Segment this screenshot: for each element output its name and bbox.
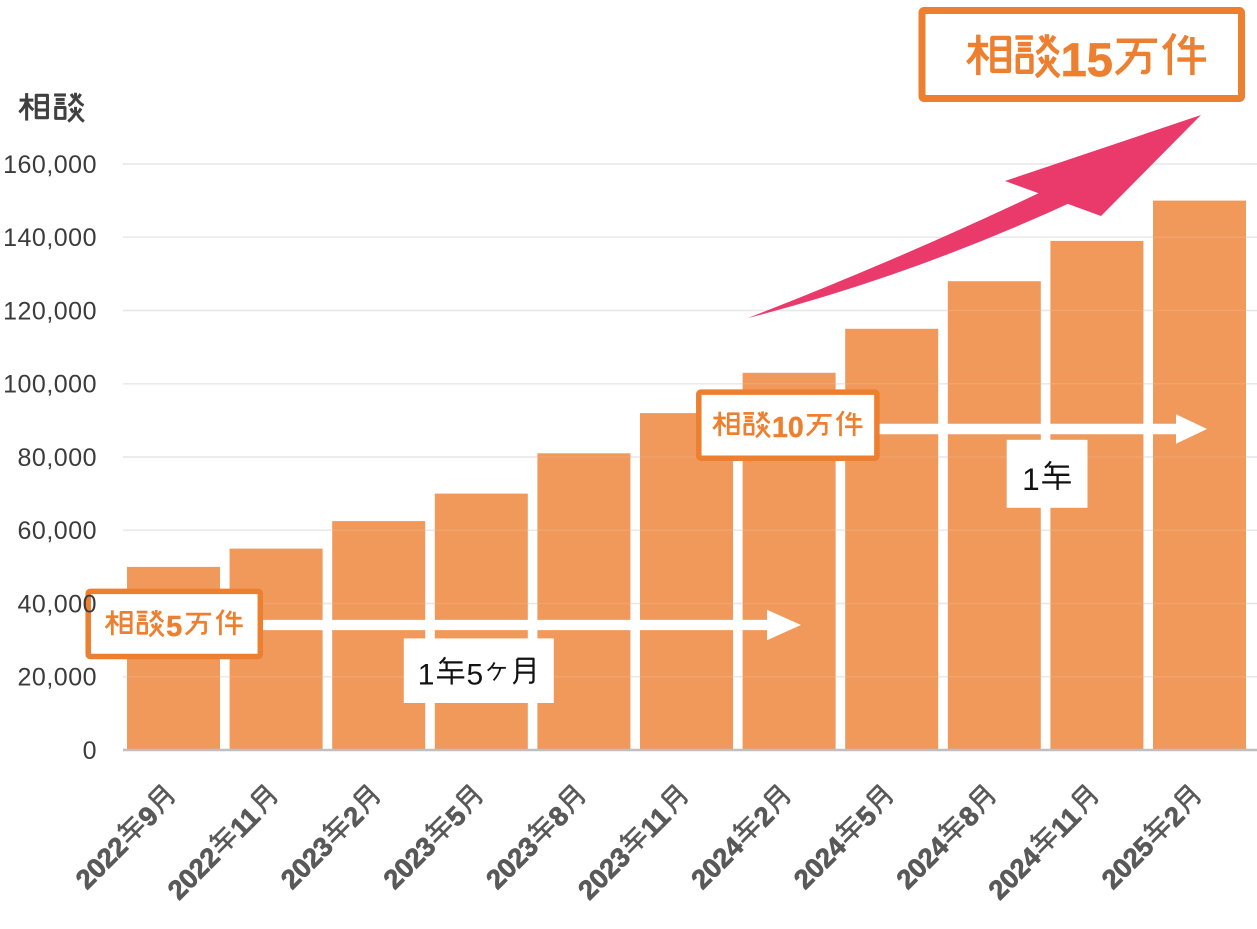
svg-text:0: 0 — [83, 737, 97, 765]
svg-text:80,000: 80,000 — [18, 444, 97, 472]
svg-text:5: 5 — [166, 611, 182, 643]
svg-text:40,000: 40,000 — [18, 590, 97, 618]
svg-text:15: 15 — [1061, 33, 1113, 86]
svg-text:60,000: 60,000 — [18, 517, 97, 545]
svg-text:10: 10 — [772, 412, 804, 444]
svg-text:100,000: 100,000 — [3, 371, 97, 399]
svg-text:20,000: 20,000 — [18, 664, 97, 692]
svg-text:120,000: 120,000 — [3, 297, 97, 325]
svg-text:1: 1 — [1022, 461, 1040, 497]
svg-text:140,000: 140,000 — [3, 224, 97, 252]
svg-text:5: 5 — [467, 659, 484, 692]
svg-text:160,000: 160,000 — [3, 151, 97, 179]
svg-text:1: 1 — [418, 659, 435, 692]
